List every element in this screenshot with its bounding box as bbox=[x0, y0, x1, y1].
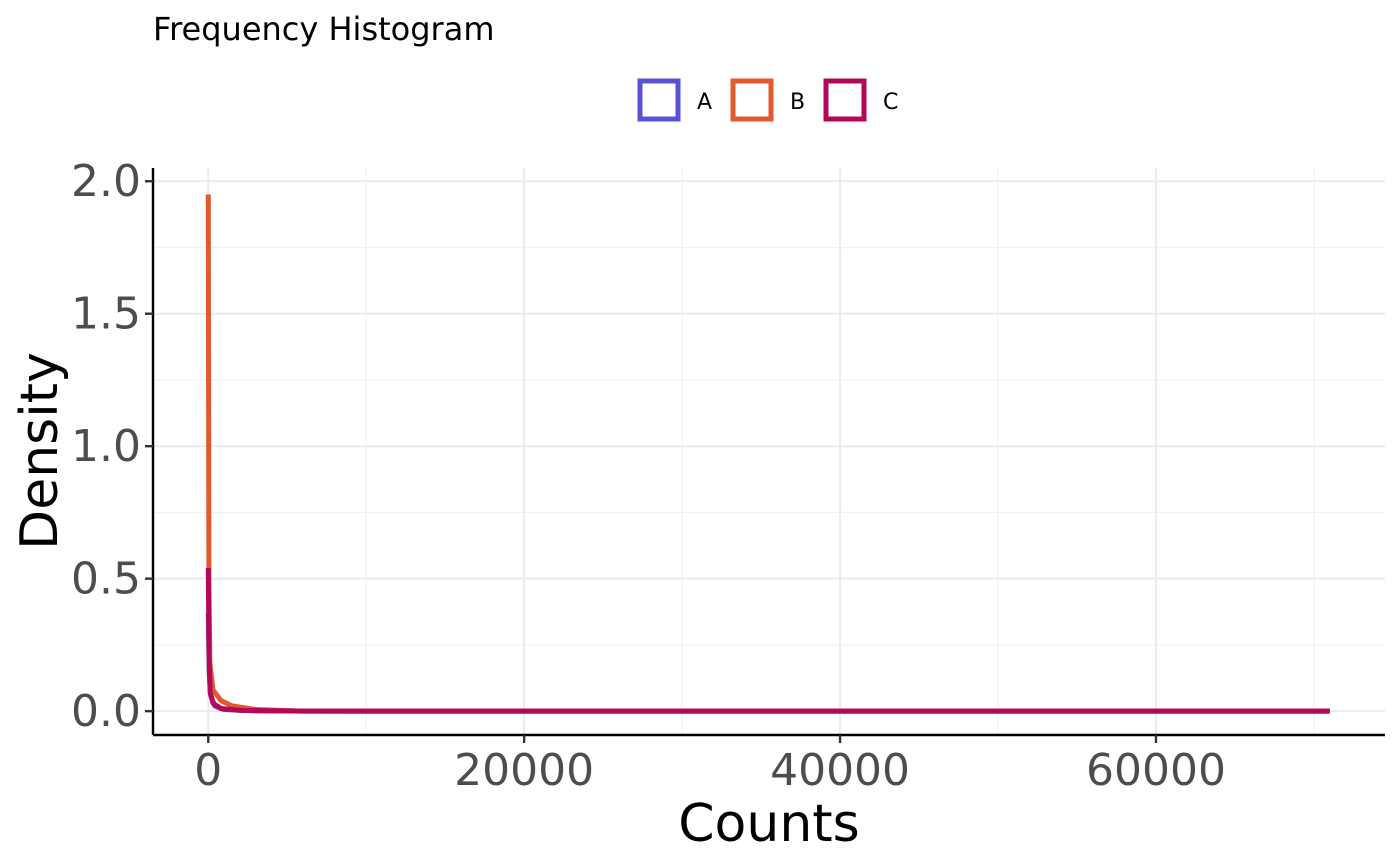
series-line-b bbox=[205, 194, 1330, 714]
legend-key-c bbox=[823, 78, 867, 122]
x-tick-label: 60000 bbox=[1086, 745, 1226, 796]
x-tick-label: 0 bbox=[194, 745, 222, 796]
chart-title: Frequency Histogram bbox=[153, 10, 494, 48]
y-tick-label: 0.5 bbox=[71, 554, 141, 605]
legend-item-c: C bbox=[823, 78, 898, 122]
legend-label-b: B bbox=[790, 90, 805, 115]
y-tick-label: 1.0 bbox=[71, 421, 141, 472]
y-tick-label: 2.0 bbox=[71, 156, 141, 207]
series-line-c bbox=[205, 568, 1330, 714]
legend-item-b: B bbox=[730, 78, 805, 122]
x-axis-title: Counts bbox=[678, 794, 860, 854]
series-line-a bbox=[205, 613, 1330, 714]
legend-label-c: C bbox=[883, 90, 898, 115]
series-lines bbox=[205, 194, 1330, 714]
legend-item-a: A bbox=[637, 78, 712, 122]
x-axis-ticks: 0 20000 40000 60000 bbox=[194, 735, 1226, 796]
legend-label-a: A bbox=[697, 90, 712, 115]
legend-key-a bbox=[637, 78, 681, 122]
x-tick-label: 20000 bbox=[454, 745, 594, 796]
y-tick-label: 0.0 bbox=[71, 686, 141, 737]
y-axis-ticks: 0.0 0.5 1.0 1.5 2.0 bbox=[71, 156, 153, 737]
y-tick-label: 1.5 bbox=[71, 289, 141, 340]
legend-key-b bbox=[730, 78, 774, 122]
x-tick-label: 40000 bbox=[770, 745, 910, 796]
y-axis-title: Density bbox=[10, 352, 70, 550]
major-gridlines bbox=[153, 168, 1385, 735]
legend: A B C bbox=[637, 78, 898, 122]
minor-gridlines bbox=[153, 168, 1385, 735]
